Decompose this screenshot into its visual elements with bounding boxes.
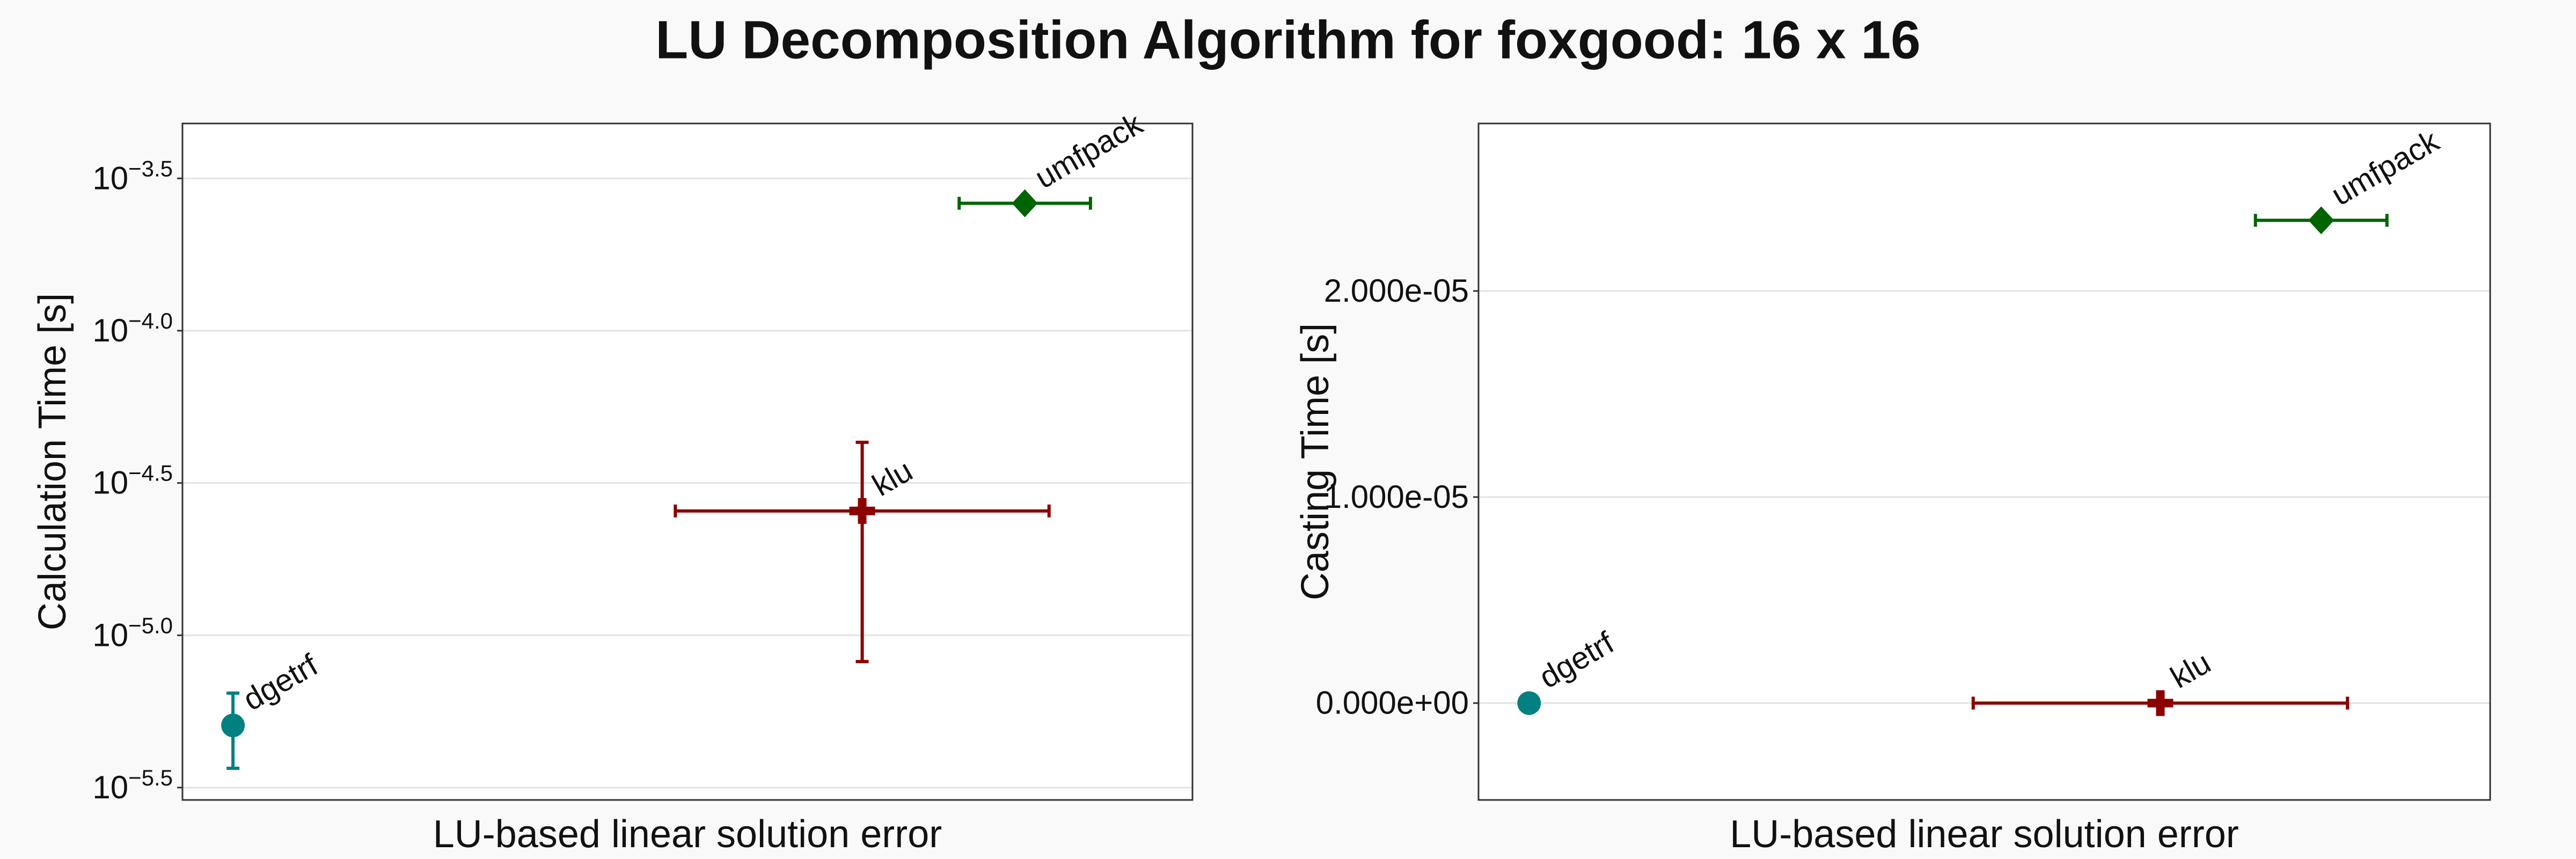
plot-area bbox=[1479, 123, 2490, 800]
plot-frame bbox=[1477, 122, 2491, 801]
y-tick-label: 10−5.5 bbox=[92, 765, 173, 805]
y-tick-label: 10−3.5 bbox=[92, 156, 173, 196]
point bbox=[2147, 690, 2174, 716]
x-axis-label: LU-based linear solution error bbox=[433, 813, 942, 856]
plot: 10−3.5 10−4.0 10−4.5 10−5.0 10−5.5 LU-based l… bbox=[31, 106, 1194, 856]
plot-frame bbox=[181, 122, 1194, 801]
point bbox=[849, 498, 875, 524]
y-tick-label: 10−5.0 bbox=[92, 613, 173, 653]
y-axis-label: Calculation Time [s] bbox=[31, 293, 74, 630]
x-axis-label: LU-based linear solution error bbox=[1730, 813, 2238, 856]
point bbox=[2308, 206, 2334, 235]
y-error-bar bbox=[855, 440, 869, 664]
y-tick-label: 2.000e-05 bbox=[1324, 273, 1469, 309]
point bbox=[1517, 691, 1541, 715]
plot-area bbox=[182, 123, 1192, 800]
point bbox=[221, 714, 245, 738]
y-tick-label: 10−4.5 bbox=[92, 461, 173, 501]
plot: 0.000e+00 1.000e-05 2.000e-05 LU-based line… bbox=[1294, 122, 2491, 856]
y-tick-label: 1.000e-05 bbox=[1324, 479, 1469, 515]
y-tick-label: 10−4.0 bbox=[92, 308, 173, 348]
point bbox=[1012, 189, 1038, 217]
y-axis-label: Casting Time [s] bbox=[1294, 323, 1337, 600]
figure-title: LU Decomposition Algorithm for foxgood: … bbox=[655, 10, 1921, 70]
y-tick-label: 0.000e+00 bbox=[1316, 685, 1469, 721]
